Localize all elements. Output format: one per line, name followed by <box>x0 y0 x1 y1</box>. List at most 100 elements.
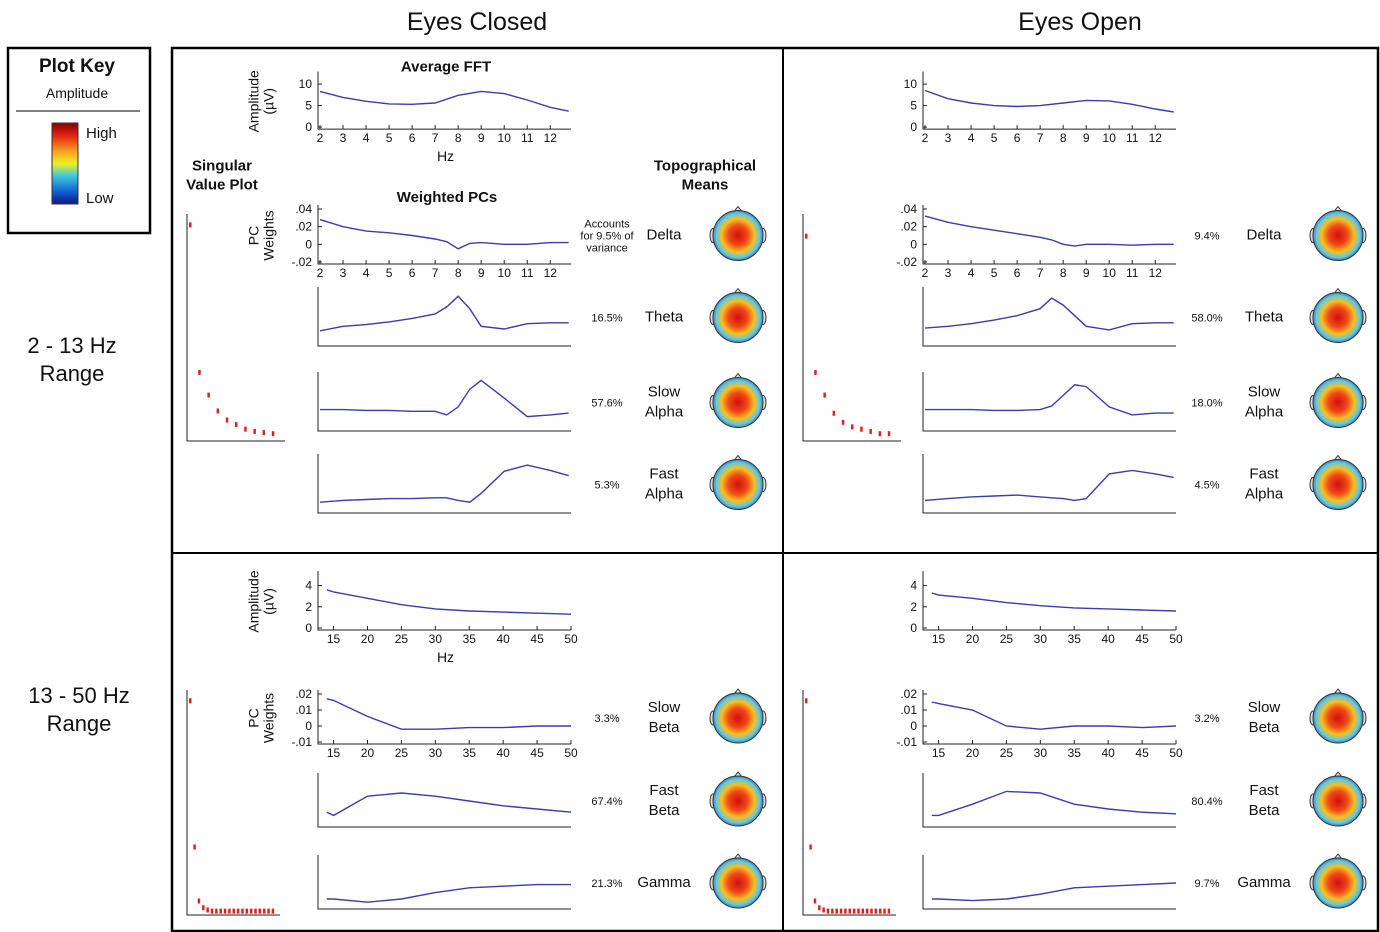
axis <box>923 855 1176 909</box>
point <box>833 411 836 416</box>
point <box>263 430 266 435</box>
x-tick-label: 25 <box>1000 632 1014 646</box>
head-map <box>1313 378 1363 428</box>
y-tick-label: .02 <box>900 687 917 701</box>
point <box>224 909 227 914</box>
point <box>805 234 808 239</box>
y-tick-label: .02 <box>295 220 312 234</box>
y-tick-label: 0 <box>910 621 917 635</box>
x-tick-label: 20 <box>966 632 980 646</box>
point <box>879 909 882 914</box>
y-tick-label: -.02 <box>896 255 917 269</box>
column-title: Eyes Open <box>1018 8 1142 36</box>
y-tick-label: -.01 <box>896 735 917 749</box>
x-tick-label: 35 <box>463 632 477 646</box>
head-map <box>1313 776 1363 826</box>
x-tick-label: 4 <box>968 131 975 145</box>
x-tick-label: 10 <box>1103 131 1117 145</box>
y-tick-label: 5 <box>305 99 312 113</box>
line <box>925 298 1174 330</box>
x-tick-label: 11 <box>1126 131 1139 145</box>
point <box>849 909 852 914</box>
x-tick-label: 45 <box>1135 632 1149 646</box>
point <box>198 899 201 904</box>
x-tick-label: 3 <box>340 131 347 145</box>
line <box>932 883 1176 901</box>
x-tick-label: 50 <box>1169 746 1183 760</box>
variance-label: 3.3% <box>594 713 619 725</box>
point <box>235 422 238 427</box>
line <box>320 220 569 249</box>
point <box>883 909 886 914</box>
x-axis-label: Hz <box>437 649 454 665</box>
point <box>888 909 891 914</box>
point <box>853 909 856 914</box>
axis <box>318 205 571 264</box>
head-map <box>1313 211 1363 261</box>
x-tick-label: 30 <box>429 632 443 646</box>
line <box>320 380 569 416</box>
x-tick-label: 20 <box>361 746 375 760</box>
x-tick-label: 45 <box>1135 746 1149 760</box>
variance-label: 57.6% <box>591 398 622 410</box>
axis <box>803 690 896 915</box>
x-tick-label: 4 <box>363 131 370 145</box>
x-tick-label: 8 <box>1060 131 1067 145</box>
point <box>241 909 244 914</box>
y-tick-label: 10 <box>299 77 313 91</box>
point <box>211 909 214 914</box>
line <box>925 91 1174 113</box>
x-tick-label: 7 <box>1037 131 1044 145</box>
point <box>860 427 863 432</box>
head-map <box>713 460 763 510</box>
x-tick-label: 2 <box>922 266 929 280</box>
y-tick-label: -.01 <box>291 735 312 749</box>
x-tick-label: 35 <box>463 746 477 760</box>
y-tick-label: .01 <box>900 703 917 717</box>
band-label: FastAlpha <box>645 466 684 503</box>
point <box>207 393 210 398</box>
point <box>857 909 860 914</box>
point <box>272 909 275 914</box>
axis <box>923 72 1176 130</box>
line <box>320 465 569 502</box>
x-axis-label: Hz <box>437 148 454 164</box>
x-tick-label: 9 <box>478 131 485 145</box>
x-tick-label: 15 <box>327 632 341 646</box>
x-tick-label: 3 <box>945 266 952 280</box>
x-tick-label: 12 <box>544 266 558 280</box>
x-tick-label: 8 <box>455 131 462 145</box>
line <box>925 216 1174 246</box>
y-axis-label: Amplitude(µV) <box>246 70 277 132</box>
variance-label: 16.5% <box>591 313 622 325</box>
band-label: FastBeta <box>649 782 681 819</box>
axis <box>318 571 571 630</box>
line <box>925 385 1174 415</box>
point <box>866 909 869 914</box>
x-tick-label: 30 <box>1034 746 1048 760</box>
point <box>844 909 847 914</box>
x-tick-label: 5 <box>991 266 998 280</box>
point <box>888 431 891 436</box>
point <box>842 420 845 425</box>
x-tick-label: 50 <box>564 632 578 646</box>
variance-label: 21.3% <box>591 878 622 890</box>
point <box>215 909 218 914</box>
x-tick-label: 9 <box>478 266 485 280</box>
x-tick-label: 11 <box>1126 266 1139 280</box>
x-tick-label: 6 <box>409 266 416 280</box>
key-subtitle: Amplitude <box>46 85 108 101</box>
point <box>875 909 878 914</box>
band-label: Delta <box>1246 227 1282 244</box>
y-tick-label: .01 <box>295 703 312 717</box>
head-map <box>1313 693 1363 743</box>
y-tick-label: .04 <box>900 202 917 216</box>
x-tick-label: 12 <box>1149 131 1163 145</box>
axis <box>318 454 571 513</box>
x-tick-label: 10 <box>498 131 512 145</box>
column-title: Eyes Closed <box>407 8 547 36</box>
y-tick-label: 4 <box>305 579 312 593</box>
y-tick-label: 0 <box>910 120 917 134</box>
variance-label: 67.4% <box>591 796 622 808</box>
x-tick-label: 3 <box>340 266 347 280</box>
